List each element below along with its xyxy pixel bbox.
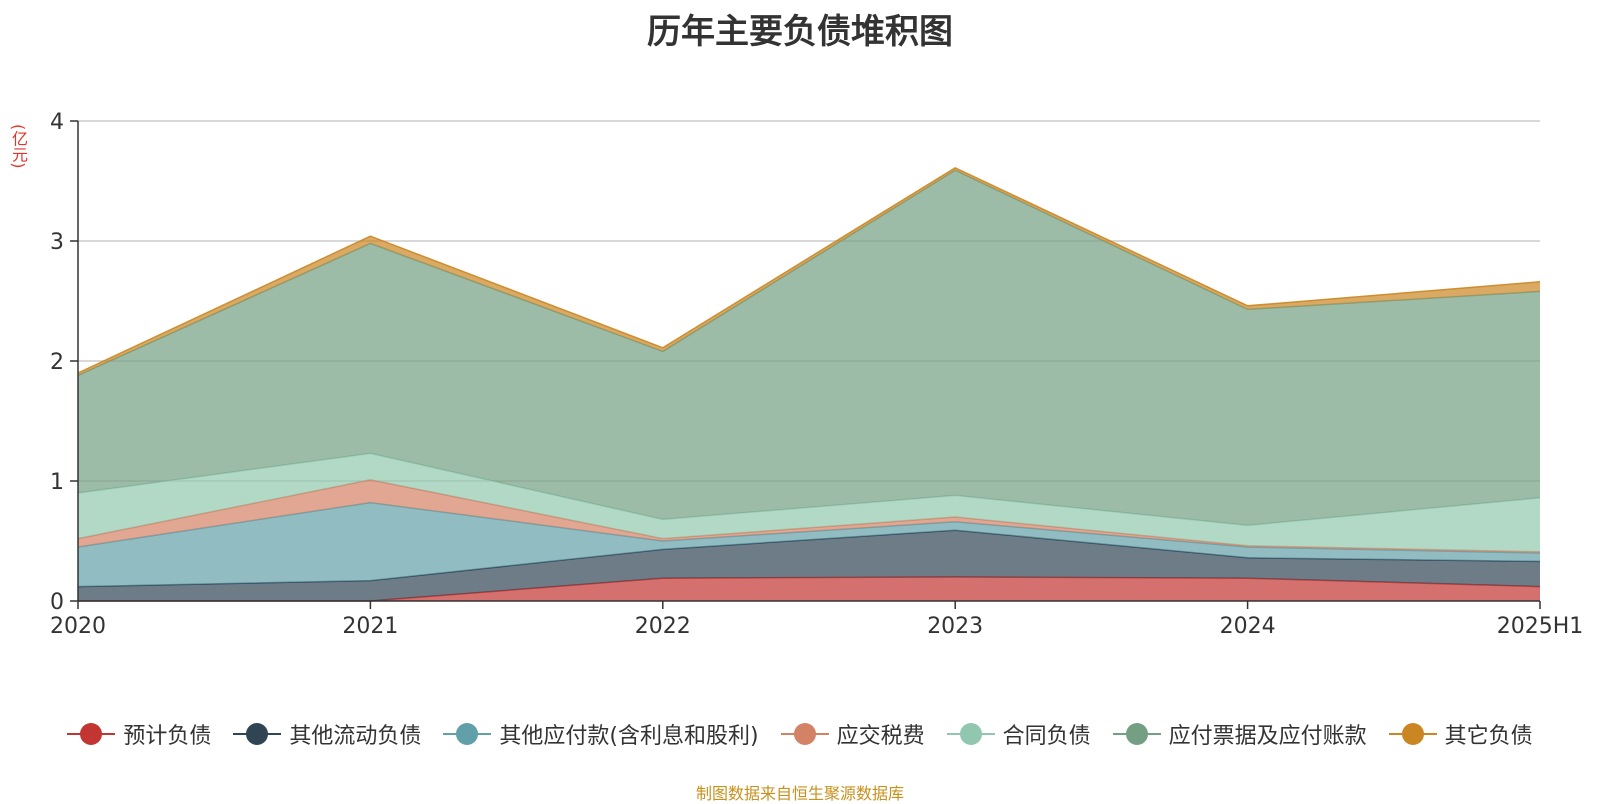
x-tick-label: 2023 [927, 614, 983, 639]
x-tick-labels: 2020 2021 2022 2023 2024 2025H1 [50, 614, 1583, 639]
y-tick-label: 4 [50, 110, 64, 135]
legend-marker-icon [1112, 722, 1161, 746]
y-tick-label: 1 [50, 470, 64, 495]
x-tick-label: 2020 [50, 614, 106, 639]
chart-title: 历年主要负债堆积图 [647, 12, 953, 52]
y-tick-label: 2 [50, 350, 64, 375]
legend-label: 合同负债 [1002, 724, 1091, 749]
y-tick-label: 0 [50, 590, 64, 615]
axes [70, 120, 1541, 609]
legend-label: 其他应付款(含利息和股利) [499, 724, 759, 749]
series-area [78, 170, 1540, 526]
legend-marker-icon [946, 722, 995, 746]
series-line [77, 166, 1541, 374]
series-area [78, 479, 1540, 553]
x-tick-label: 2021 [342, 614, 398, 639]
legend-label: 其他流动负债 [289, 724, 422, 749]
legend: 预计负债 其他流动负债 其他应付款(含利息和股利) 应交税费 合同负债 应付票据及应付账款… [0, 718, 1600, 750]
legend-item[interactable]: 应付票据及应付账款 [1112, 718, 1367, 750]
legend-label: 应交税费 [836, 724, 925, 749]
legend-marker-icon [443, 722, 492, 746]
x-tick-label: 2024 [1220, 614, 1276, 639]
series-areas [77, 166, 1541, 602]
legend-marker-icon [67, 722, 116, 746]
source-note: 制图数据来自恒生聚源数据库 [695, 784, 904, 803]
legend-item[interactable]: 其它负债 [1388, 718, 1533, 750]
legend-item[interactable]: 其他应付款(含利息和股利) [443, 718, 759, 750]
x-tick-label: 2022 [635, 614, 691, 639]
stacked-area-chart: 0 1 2 3 4 2020 2021 2022 2023 2024 2025H1 [50, 110, 1583, 639]
legend-marker-icon [1388, 722, 1437, 746]
x-tick-label: 2025H1 [1497, 614, 1584, 639]
legend-label: 预计负债 [123, 724, 212, 749]
series-area [78, 577, 1540, 601]
legend-item[interactable]: 应交税费 [780, 718, 925, 750]
y-tick-labels: 0 1 2 3 4 [50, 110, 64, 615]
legend-item[interactable]: 其他流动负债 [233, 718, 421, 750]
legend-marker-icon [780, 722, 829, 746]
legend-label: 其它负债 [1444, 724, 1533, 749]
legend-item[interactable]: 预计负债 [67, 718, 211, 750]
series-area [78, 502, 1540, 587]
legend-label: 应付票据及应付账款 [1168, 724, 1367, 749]
legend-marker-icon [233, 722, 282, 746]
y-tick-label: 3 [50, 230, 64, 255]
series-area [78, 453, 1540, 552]
y-axis-unit: (亿元) [9, 124, 28, 169]
series-area [78, 530, 1540, 601]
legend-item[interactable]: 合同负债 [946, 718, 1091, 750]
